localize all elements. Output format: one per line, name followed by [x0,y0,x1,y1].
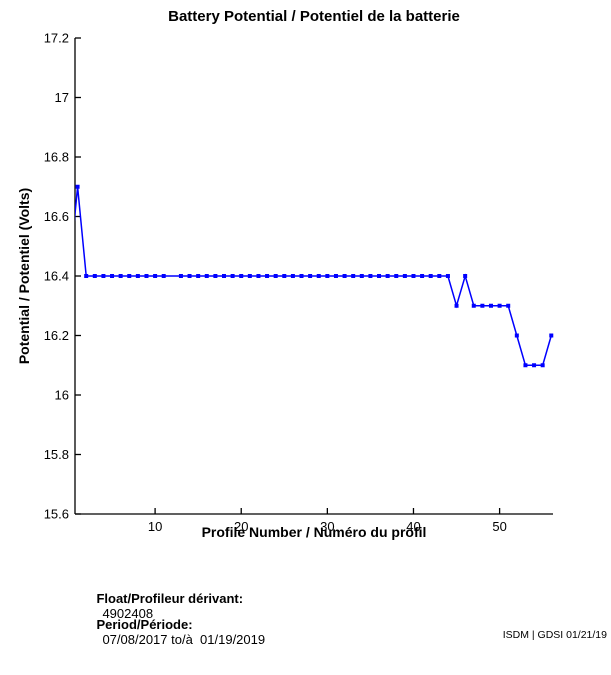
data-point-marker [514,333,519,338]
x-tick-label: 10 [148,519,162,534]
data-point-marker [256,274,261,278]
data-point-marker [445,274,450,278]
data-point-marker [480,303,485,308]
data-point-marker [187,274,192,278]
data-point-marker [342,274,347,278]
data-point-marker [402,274,407,278]
data-point-marker [351,274,356,278]
data-point-marker [247,274,252,278]
data-point-marker [118,274,123,278]
x-tick-label: 20 [234,519,248,534]
y-tick-label: 16 [55,388,69,403]
data-point-marker [532,363,537,368]
data-point-marker [377,274,382,278]
data-point-marker [84,274,89,278]
y-tick-label: 15.8 [44,447,69,462]
data-point-marker [213,274,218,278]
data-point-marker [299,274,304,278]
data-point-marker [144,274,149,278]
data-point-marker [471,303,476,308]
data-point-marker [127,274,132,278]
data-point-marker [411,274,416,278]
data-point-marker [454,303,459,308]
data-point-marker [273,274,278,278]
y-tick-label: 17 [55,90,69,105]
data-point-marker [333,274,338,278]
y-tick-label: 16.4 [44,269,69,284]
period-info-line: Period/Période: 07/08/2017 to/à 01/19/20… [82,602,265,662]
float-label: Float/Profileur dérivant: [96,591,244,606]
data-point-marker [368,274,373,278]
y-axis-label: Potential / Potentiel (Volts) [16,187,32,365]
data-point-marker [230,274,235,278]
data-point-marker [265,274,270,278]
data-point-marker [101,274,106,278]
y-tick-label: 16.8 [44,150,69,165]
x-axis-label: Profile Number / Numéro du profil [201,524,427,540]
y-tick-label: 16.2 [44,328,69,343]
y-tick-label: 17.2 [44,31,69,46]
data-point-marker [437,274,442,278]
data-point-marker [359,274,364,278]
data-point-marker [290,274,295,278]
data-point-marker [196,274,201,278]
isdm-watermark: ISDM | GDSI 01/21/19 [502,629,607,641]
data-point-marker [428,274,433,278]
period-label: Period/Période: [96,617,193,632]
chart-title: Battery Potential / Potentiel de la batt… [168,8,460,25]
x-tick-label: 50 [492,519,506,534]
data-point-marker [161,274,166,278]
data-point-marker [497,303,502,308]
data-point-marker [178,274,183,278]
data-point-marker [325,274,330,278]
x-tick-label: 30 [320,519,334,534]
data-point-marker [204,274,209,278]
data-point-marker [110,274,115,278]
data-point-marker [463,274,468,278]
data-point-marker [523,363,528,368]
data-point-marker [394,274,399,278]
data-point-marker [308,274,313,278]
data-point-marker [239,274,244,278]
data-point-marker [549,333,554,338]
float-info-line: Float/Profileur dérivant: 4902408 [82,576,243,636]
data-point-marker [506,303,511,308]
y-tick-label: 15.6 [44,507,69,522]
data-point-marker [385,274,390,278]
data-point-marker [75,184,80,189]
data-point-marker [92,274,97,278]
data-point-marker [420,274,425,278]
data-point-marker [153,274,158,278]
data-point-marker [316,274,321,278]
y-tick-label: 16.6 [44,209,69,224]
float-value: 4902408 [102,606,154,621]
data-point-marker [540,363,545,368]
data-point-marker [221,274,226,278]
data-point-marker [135,274,140,278]
x-tick-label: 40 [406,519,420,534]
data-point-marker [488,303,493,308]
data-point-marker [282,274,287,278]
period-value: 07/08/2017 to/à 01/19/2019 [102,632,266,647]
